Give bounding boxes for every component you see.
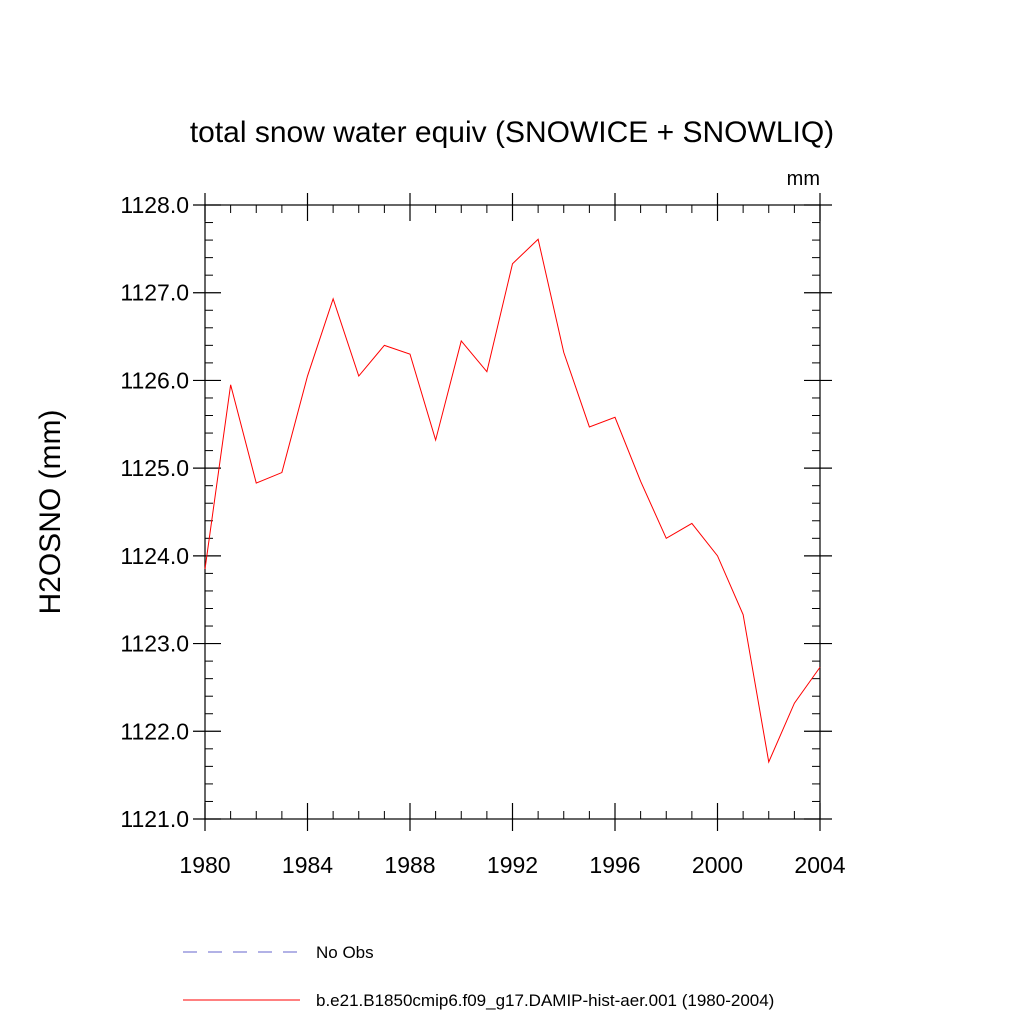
y-tick-label: 1124.0 — [120, 543, 189, 569]
y-tick-label: 1122.0 — [120, 718, 189, 744]
x-tick-label: 2004 — [794, 852, 845, 878]
x-tick-label: 1980 — [179, 852, 230, 878]
legend: No Obs b.e21.B1850cmip6.f09_g17.DAMIP-hi… — [183, 943, 774, 1010]
y-tick-label: 1121.0 — [120, 806, 189, 832]
y-tick-label: 1125.0 — [120, 455, 189, 481]
x-tick-label: 1988 — [384, 852, 435, 878]
units-label: mm — [787, 168, 820, 190]
x-tick-label: 1984 — [282, 852, 333, 878]
x-axis-ticks: 1980 1984 1988 1992 1996 2000 2004 — [179, 193, 846, 878]
plot-frame — [204, 204, 821, 820]
y-tick-label: 1123.0 — [120, 631, 189, 657]
y-tick-label: 1127.0 — [120, 280, 189, 306]
y-axis-ticks: 1121.0 1122.0 1123.0 1124.0 1125.0 1126.0 1127… — [120, 192, 832, 832]
legend-label-no-obs: No Obs — [316, 943, 374, 962]
y-tick-label: 1128.0 — [120, 192, 189, 218]
x-tick-label: 2000 — [692, 852, 743, 878]
x-tick-label: 1996 — [589, 852, 640, 878]
legend-label-model: b.e21.B1850cmip6.f09_g17.DAMIP-hist-aer.… — [316, 991, 774, 1010]
y-tick-label: 1126.0 — [120, 367, 189, 393]
minor-ticks — [205, 205, 820, 819]
y-axis-label: H2OSNO (mm) — [34, 410, 67, 615]
chart-title: total snow water equiv (SNOWICE + SNOWLI… — [190, 116, 834, 149]
series-layer — [204, 238, 821, 764]
x-tick-label: 1992 — [487, 852, 538, 878]
series-line — [204, 238, 821, 764]
